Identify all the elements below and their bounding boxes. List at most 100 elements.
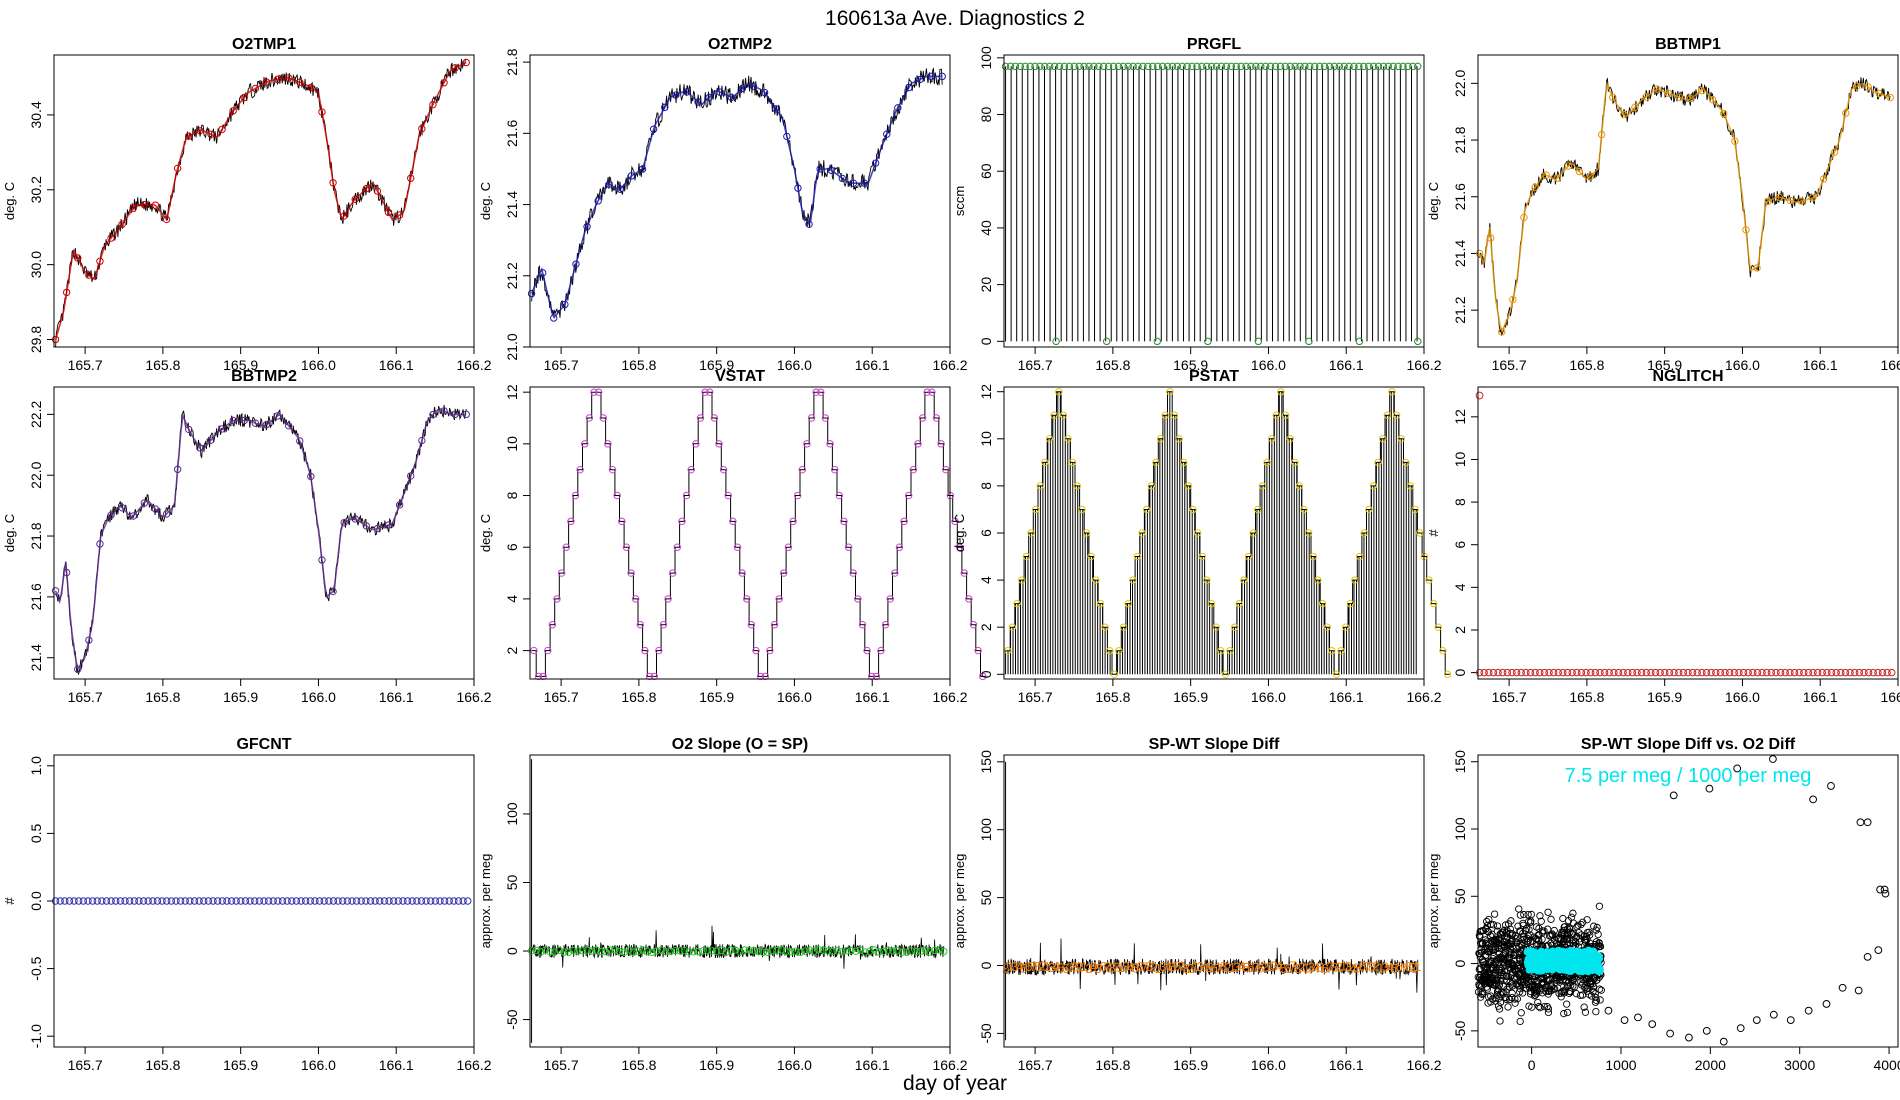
highlight-point xyxy=(1528,952,1537,961)
panel-vstat: VSTAT deg. C 165.7 165.8 165.9 166.0 166.1 166.… xyxy=(478,368,987,705)
data-point xyxy=(162,510,171,518)
digit-marker: 7 xyxy=(1289,959,1296,974)
data-point xyxy=(318,556,326,564)
highlight-point xyxy=(1575,967,1583,975)
cloud-point xyxy=(1533,986,1541,994)
cloud-point xyxy=(1522,924,1531,933)
data-point xyxy=(1397,435,1405,443)
data-point xyxy=(362,522,371,530)
x-tick-label: 165.7 xyxy=(68,357,103,373)
cloud-point xyxy=(1480,980,1489,988)
outlier-point xyxy=(1666,1029,1675,1038)
digit-marker: 8 xyxy=(1405,959,1412,974)
data-point xyxy=(451,410,459,419)
digit-marker: 5 xyxy=(1095,961,1102,976)
data-point xyxy=(1600,668,1609,677)
x-tick-label: 165.8 xyxy=(145,357,180,373)
x-tick-label: 0 xyxy=(1528,1057,1536,1073)
y-axis-label: approx. per meg xyxy=(478,854,493,949)
data-point xyxy=(340,212,348,220)
data-point xyxy=(1168,62,1177,71)
digit-marker: 4 xyxy=(1053,959,1060,974)
data-point xyxy=(1392,411,1401,419)
outlier-point xyxy=(1822,1000,1831,1008)
cloud-point xyxy=(1576,991,1585,1000)
data-point xyxy=(389,897,398,905)
cloud-point xyxy=(1536,975,1544,983)
data-point xyxy=(1217,647,1225,655)
y-tick-label: 21.6 xyxy=(28,583,44,610)
data-point xyxy=(51,587,60,595)
data-point xyxy=(592,946,601,954)
plot-frame xyxy=(1477,54,1899,348)
data-point xyxy=(842,947,851,955)
data-point xyxy=(875,948,883,956)
data-point xyxy=(527,289,536,298)
cloud-point xyxy=(1516,978,1524,986)
data-point xyxy=(74,665,82,673)
data-point xyxy=(805,220,813,228)
data-point xyxy=(1026,62,1034,71)
data-point xyxy=(251,897,259,905)
cloud-point xyxy=(1531,991,1539,999)
digit-marker: 6 xyxy=(1136,959,1143,974)
data-point xyxy=(689,948,698,956)
data-point xyxy=(895,543,904,551)
data-point xyxy=(1124,599,1132,608)
x-tick-label: 166.1 xyxy=(1329,1057,1364,1073)
data-point xyxy=(1365,505,1373,514)
cloud-point xyxy=(1564,940,1572,948)
data-point xyxy=(1675,93,1684,101)
data-point xyxy=(1406,482,1415,490)
data-point xyxy=(75,897,83,905)
data-point xyxy=(1134,62,1142,71)
x-tick-label: 166.2 xyxy=(456,357,491,373)
x-tick-label: 165.7 xyxy=(1018,689,1053,705)
cloud-point xyxy=(1481,972,1489,980)
x-tick-label: 165.8 xyxy=(621,357,656,373)
highlight-point xyxy=(1548,966,1557,974)
data-point xyxy=(56,897,64,905)
data-point xyxy=(85,636,93,644)
cloud-point xyxy=(1591,998,1600,1006)
data-point xyxy=(672,91,680,99)
outlier-point xyxy=(1769,1010,1778,1019)
x-tick-label: 166.2 xyxy=(932,689,967,705)
data-point xyxy=(431,897,440,905)
y-axis-label: deg. C xyxy=(952,514,967,552)
cloud-point xyxy=(1506,945,1515,953)
cloud-point xyxy=(1520,910,1528,919)
digit-marker: 7 xyxy=(1400,960,1407,975)
digit-marker: 6 xyxy=(1247,960,1254,975)
y-tick-label: 21.2 xyxy=(1452,296,1468,323)
data-point xyxy=(754,947,763,956)
data-point xyxy=(1325,62,1334,71)
data-point xyxy=(849,569,857,577)
data-point xyxy=(51,897,60,905)
data-point xyxy=(1536,668,1544,677)
cloud-point xyxy=(1475,949,1483,958)
data-point xyxy=(237,897,245,905)
y-tick-label: -50 xyxy=(978,1023,994,1043)
panel-scatter_diff: SP-WT Slope Diff vs. O2 Diff approx. per … xyxy=(1426,736,1900,1073)
digit-marker: 2 xyxy=(1298,960,1305,975)
data-point xyxy=(583,946,591,954)
data-point xyxy=(733,543,742,551)
x-tick-label: 166.0 xyxy=(777,689,812,705)
data-point xyxy=(801,947,809,955)
data-point xyxy=(898,948,906,956)
data-point xyxy=(745,946,753,955)
outlier-point xyxy=(1786,1016,1795,1024)
data-point xyxy=(719,465,728,474)
data-point xyxy=(1837,668,1845,677)
cloud-point xyxy=(1596,996,1604,1004)
data-point xyxy=(1790,668,1799,677)
data-point xyxy=(1827,668,1836,677)
digit-marker: 8 xyxy=(1294,961,1301,976)
data-point xyxy=(645,672,654,681)
data-point xyxy=(1095,62,1103,71)
data-point xyxy=(340,518,348,527)
data-point xyxy=(912,947,920,956)
highlight-point xyxy=(1595,952,1603,960)
data-point xyxy=(827,166,835,174)
